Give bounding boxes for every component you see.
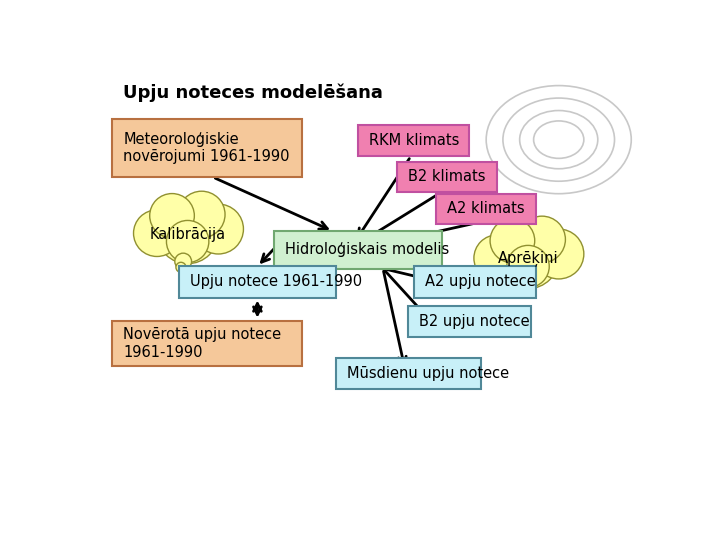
Ellipse shape [507, 245, 549, 287]
Ellipse shape [150, 193, 194, 238]
FancyBboxPatch shape [397, 161, 498, 192]
Ellipse shape [157, 202, 218, 264]
FancyBboxPatch shape [112, 119, 302, 177]
Text: B2 klimats: B2 klimats [408, 169, 485, 184]
Ellipse shape [175, 253, 192, 270]
FancyBboxPatch shape [413, 266, 536, 298]
Text: A2 upju notece: A2 upju notece [425, 274, 536, 289]
Ellipse shape [166, 220, 209, 262]
Ellipse shape [534, 229, 584, 279]
Ellipse shape [516, 287, 526, 297]
Text: Aprēķini: Aprēķini [498, 251, 558, 267]
FancyBboxPatch shape [336, 358, 481, 389]
FancyBboxPatch shape [408, 306, 531, 337]
Text: A2 klimats: A2 klimats [447, 201, 525, 216]
Ellipse shape [498, 228, 559, 289]
Ellipse shape [178, 191, 225, 238]
Text: Novērotā upju notece
1961-1990: Novērotā upju notece 1961-1990 [124, 327, 282, 360]
Ellipse shape [490, 219, 535, 263]
Text: Hidroloģiskais modelis: Hidroloģiskais modelis [285, 242, 449, 258]
Text: B2 upju notece: B2 upju notece [419, 314, 530, 329]
Ellipse shape [516, 278, 532, 295]
Ellipse shape [474, 235, 521, 281]
Ellipse shape [176, 262, 186, 272]
FancyBboxPatch shape [436, 194, 536, 224]
FancyBboxPatch shape [179, 266, 336, 298]
Ellipse shape [518, 216, 565, 263]
Text: Upju notece 1961-1990: Upju notece 1961-1990 [190, 274, 363, 289]
Ellipse shape [133, 210, 181, 256]
FancyBboxPatch shape [358, 125, 469, 156]
Text: Kalibrācija: Kalibrācija [150, 227, 225, 241]
Text: Meteoroloģiskie
novērojumi 1961-1990: Meteoroloģiskie novērojumi 1961-1990 [124, 132, 290, 164]
Ellipse shape [193, 204, 243, 254]
Text: Upju noteces modelēšana: Upju noteces modelēšana [124, 84, 383, 102]
FancyBboxPatch shape [274, 231, 441, 268]
Text: Mūsdienu upju notece: Mūsdienu upju notece [347, 366, 509, 381]
Text: RKM klimats: RKM klimats [369, 133, 459, 148]
FancyBboxPatch shape [112, 321, 302, 366]
